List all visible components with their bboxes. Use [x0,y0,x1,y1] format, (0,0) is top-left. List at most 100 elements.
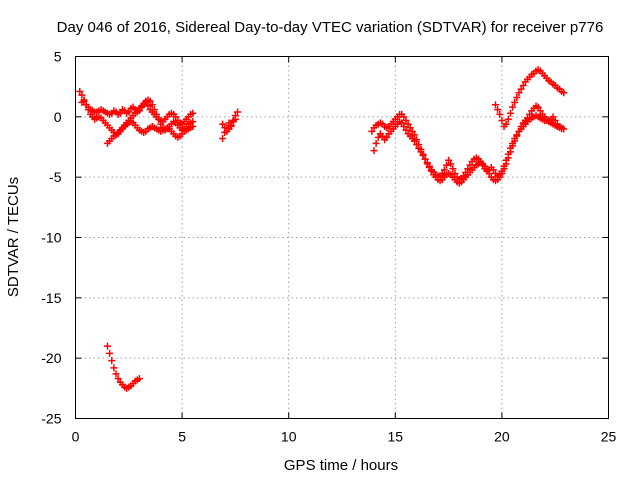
data-point [417,148,425,156]
data-point [153,110,161,118]
data-point [464,165,472,173]
y-tick-label: 5 [54,49,62,65]
data-point [509,103,517,111]
data-point [219,135,227,143]
data-point [144,102,152,110]
data-point [227,121,235,129]
data-point [504,115,512,123]
data-point [500,162,508,170]
data-point [221,124,229,132]
x-tick-label: 20 [494,429,510,445]
data-point [536,107,544,115]
data-point [110,364,118,372]
data-point [114,375,122,383]
data-point [78,91,86,99]
data-point [189,118,197,126]
data-point [477,157,485,165]
data-point [155,115,163,123]
data-point [84,106,92,114]
data-point [517,85,525,93]
data-point [148,101,156,109]
data-point [157,120,165,128]
data-point [125,108,133,116]
data-point [519,81,527,89]
data-point [82,101,90,109]
data-point [400,122,408,130]
data-point [370,147,378,155]
data-point [150,106,158,114]
data-point [498,116,506,124]
data-point [374,133,382,141]
data-point [400,113,408,121]
data-point [560,89,568,97]
data-point [172,113,180,121]
data-point [496,171,504,179]
data-point [406,124,414,132]
data-point [438,170,446,178]
x-tick-label: 10 [281,429,297,445]
x-axis-label: GPS time / hours [284,457,398,474]
data-point [549,113,557,121]
data-point [106,349,114,357]
data-point [462,168,470,176]
data-point [413,141,421,149]
data-point [379,132,387,140]
data-point [372,139,380,147]
data-point [383,133,391,141]
data-point [534,103,542,111]
data-point [415,144,423,152]
data-point [80,97,88,105]
data-point [116,109,124,117]
y-tick-label: -25 [41,411,61,427]
data-point [513,94,521,102]
data-point [492,101,500,109]
data-point [398,119,406,127]
data-point [451,170,459,178]
series-arc-8 [370,112,566,184]
data-point [442,161,450,169]
data-point [368,127,376,135]
axis-ticks [75,56,609,419]
y-tick-label: -10 [41,230,61,246]
data-point [146,97,154,105]
data-point [466,161,474,169]
data-point [515,89,523,97]
data-point [112,370,120,378]
data-point [108,357,116,365]
data-point [506,144,514,152]
data-point [498,167,506,175]
data-point [489,166,497,174]
data-point [511,135,519,143]
data-point [419,151,427,159]
data-point [103,342,111,350]
series-arc-5 [219,115,239,135]
data-point [421,155,429,163]
data-point [410,137,418,145]
x-tick-label: 25 [601,429,617,445]
data-point [234,108,242,116]
data-point [506,109,514,117]
data-point [494,106,502,114]
data-point [402,116,410,124]
y-tick-label: 0 [54,109,62,125]
data-point [445,156,453,164]
series-arc-3 [103,96,197,147]
data-point [231,115,239,123]
data-point [402,126,410,134]
x-tick-label: 5 [178,429,186,445]
data-point [408,127,416,135]
data-point [558,125,566,133]
data-point [423,159,431,167]
tick-labels: 0 5 10 15 20 25 -25 -20 -15 -10 -5 0 5 [41,49,616,445]
data-point [410,131,418,139]
data-point [189,109,197,117]
data-point [449,165,457,173]
data-points [76,66,568,392]
data-point [502,156,510,164]
x-tick-label: 0 [72,429,80,445]
x-tick-label: 15 [388,429,404,445]
data-point [225,125,233,133]
series-arc-6 [103,342,143,392]
y-tick-label: -15 [41,290,61,306]
